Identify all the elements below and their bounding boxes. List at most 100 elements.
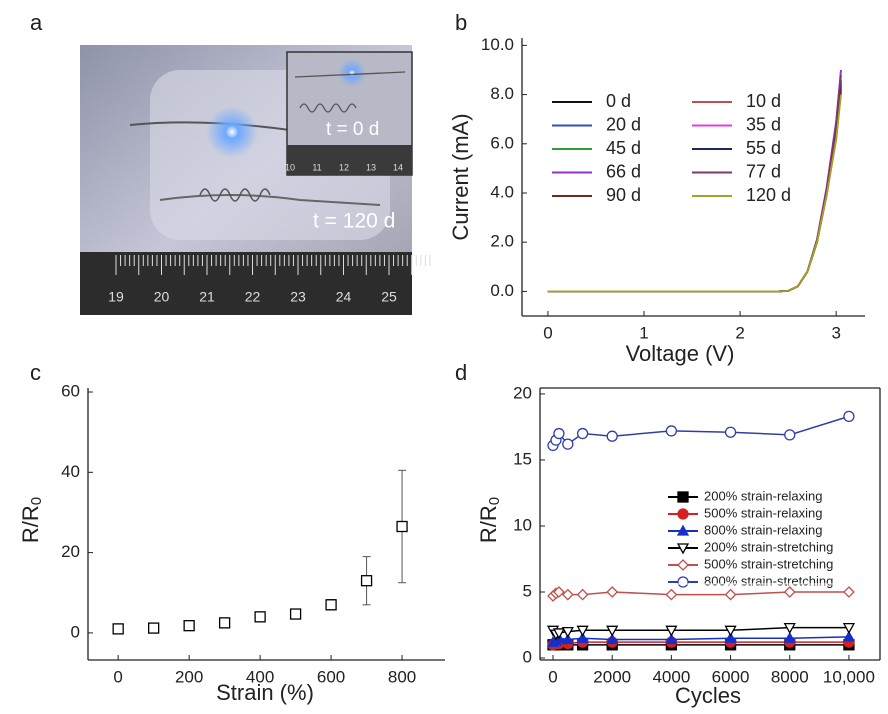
marker — [576, 631, 589, 643]
y-tick-label: 0.0 — [490, 281, 514, 300]
y-tick-label: 10.0 — [481, 35, 514, 54]
photo — [80, 45, 413, 315]
x-tick-label: 10,000 — [823, 667, 875, 686]
marker — [576, 625, 589, 637]
legend: 200% strain-relaxing 500% strain-relaxing… — [661, 486, 877, 588]
series-line — [547, 94, 842, 293]
legend-label: 500% strain-relaxing — [704, 505, 823, 520]
legend-label: 45 d — [606, 138, 641, 158]
y-axis-title: R/R0 — [476, 497, 503, 543]
marker — [784, 429, 796, 441]
x-tick-label: 2 — [735, 323, 744, 342]
series-line — [552, 626, 849, 636]
y-tick-label: 15 — [513, 449, 532, 468]
marker — [665, 425, 678, 437]
ruler-label: 20 — [154, 289, 170, 305]
wire — [159, 194, 381, 206]
marker — [842, 630, 856, 642]
inset-ruler — [287, 145, 412, 175]
y-tick-label: 40 — [61, 462, 80, 481]
inset-wire — [294, 71, 406, 113]
x-tick-label: 800 — [388, 667, 416, 686]
series-line — [547, 89, 842, 293]
y-axis-title-main: R/R — [18, 505, 43, 543]
x-tick-label: 400 — [246, 667, 274, 686]
marker — [325, 599, 337, 611]
y-axis-title-sub: 0 — [486, 497, 503, 505]
chart: d 0 5 10 15 20 0 2000 4000 6000 8000 10,000 Cycles R/… — [455, 360, 881, 708]
marker — [665, 588, 678, 601]
x-tick-label: 4000 — [652, 667, 690, 686]
marker — [783, 631, 796, 643]
y-tick-label: 4.0 — [490, 182, 514, 201]
x-tick-label: 0 — [548, 667, 557, 686]
panel-label: d — [455, 360, 467, 385]
y-axis-title: Current (mA) — [448, 113, 473, 240]
marker — [553, 427, 565, 440]
legend-label: 200% strain-relaxing — [704, 488, 823, 503]
x-tick-label: 6000 — [712, 667, 750, 686]
marker — [183, 620, 195, 632]
x-tick-label: 8000 — [771, 667, 809, 686]
marker — [676, 524, 690, 536]
marker — [576, 588, 589, 601]
legend-box — [661, 486, 877, 585]
marker — [724, 631, 737, 643]
series-line — [547, 84, 842, 293]
x-tick-label: 0 — [113, 667, 122, 686]
x-axis-title: Strain (%) — [216, 680, 314, 705]
marker — [561, 633, 574, 645]
marker — [842, 623, 856, 634]
ruler-label: 24 — [336, 289, 352, 305]
legend-label: 120 d — [746, 185, 791, 205]
series-line — [552, 636, 849, 643]
marker — [665, 633, 678, 645]
legend-label: 0 d — [606, 91, 631, 111]
x-tick-label: 600 — [317, 667, 345, 686]
marker — [783, 623, 796, 634]
legend: 0 d 10 d 20 d 35 d 45 d 55 d 66 d 77 d 90 d 120 d — [552, 91, 791, 205]
marker — [552, 628, 566, 640]
legend-label: 800% strain-stretching — [704, 573, 833, 588]
marker — [677, 559, 689, 571]
marker — [561, 588, 574, 601]
inset-ruler-label: 10 — [285, 162, 295, 172]
marker — [360, 575, 373, 587]
y-tick-label: 6.0 — [490, 133, 514, 152]
inset-ruler-label: 12 — [339, 162, 349, 172]
series-line — [547, 69, 842, 293]
spring — [199, 188, 271, 202]
marker — [665, 625, 678, 637]
marker — [606, 625, 619, 637]
legend-label: 800% strain-relaxing — [704, 522, 823, 537]
legend-label: 500% strain-stretching — [704, 556, 833, 571]
series-line — [547, 74, 842, 293]
marker — [724, 625, 737, 637]
series-line — [547, 87, 842, 293]
y-axis-title-sub: 0 — [28, 497, 45, 505]
panel-label: c — [30, 360, 41, 385]
x-axis-title: Voltage (V) — [626, 341, 735, 366]
inset-caption: t = 0 d — [326, 119, 379, 140]
panel-label: b — [455, 10, 467, 35]
ruler-label: 19 — [108, 289, 124, 305]
marker — [606, 586, 619, 598]
ruler-label: 23 — [290, 289, 306, 305]
marker — [218, 617, 231, 629]
legend-label: 10 d — [746, 91, 781, 111]
marker — [677, 491, 689, 503]
marker — [606, 430, 618, 442]
y-axis-title-main: Current (mA) — [448, 113, 473, 240]
inset-ruler-label: 13 — [366, 162, 376, 172]
y-tick-label: 2.0 — [490, 232, 514, 251]
marker — [606, 633, 619, 645]
led-glow — [206, 106, 258, 158]
y-axis-title-main: R/R — [476, 505, 501, 543]
chart: b 0.0 2.0 4.0 6.0 8.0 10.0 0 1 2 3 Voltage (V) Curre… — [448, 10, 865, 366]
marker — [553, 586, 565, 598]
legend-label: 200% strain-stretching — [704, 539, 833, 554]
marker — [254, 611, 266, 623]
y-tick-label: 8.0 — [490, 84, 514, 103]
marker — [843, 586, 855, 598]
